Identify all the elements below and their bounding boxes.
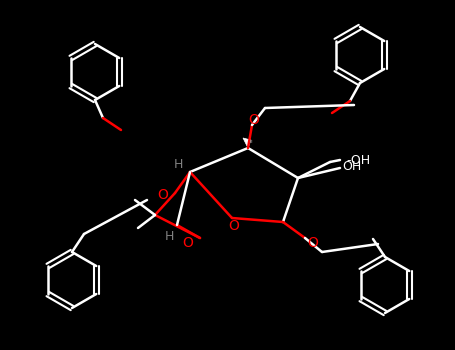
Polygon shape: [243, 138, 251, 148]
Text: O: O: [248, 113, 259, 127]
Text: O: O: [182, 236, 193, 250]
Text: -OH: -OH: [346, 154, 370, 167]
Text: H: H: [173, 158, 183, 170]
Text: H: H: [164, 231, 174, 244]
Text: '': '': [248, 139, 253, 149]
Text: O: O: [157, 188, 168, 202]
Text: O: O: [228, 219, 239, 233]
Text: O: O: [308, 236, 318, 250]
Text: OH: OH: [342, 160, 361, 173]
